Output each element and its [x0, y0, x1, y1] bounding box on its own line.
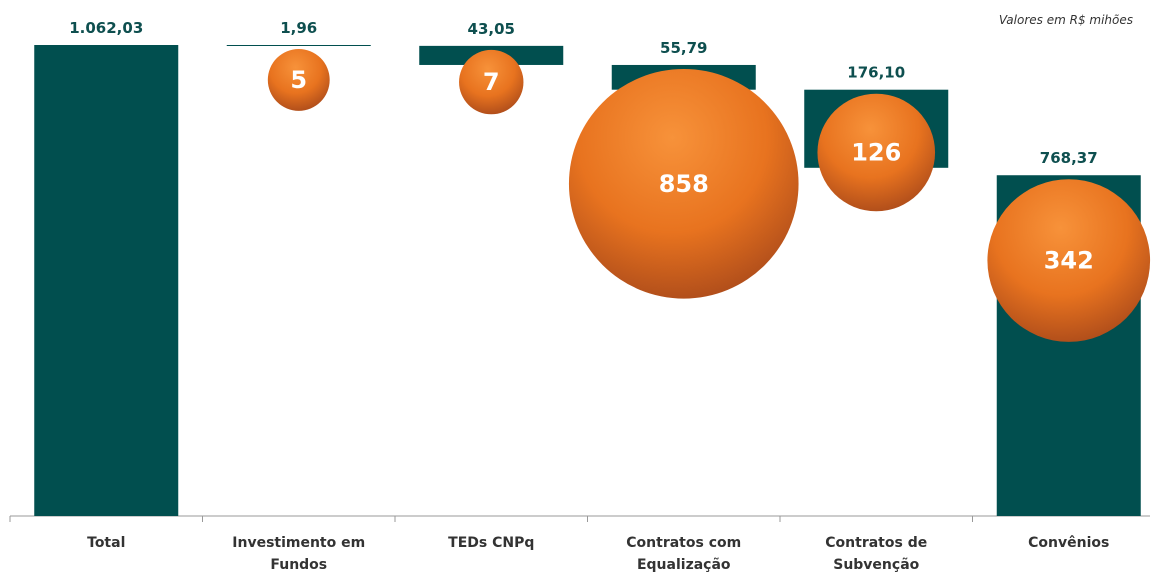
value-label: 768,37 — [1040, 149, 1098, 167]
note: Valores em R$ mihões — [999, 13, 1133, 27]
bar — [226, 45, 371, 46]
x-tick-label: TEDs CNPq — [448, 535, 535, 551]
x-tick-label: Total — [87, 535, 126, 551]
bubble-label: 858 — [659, 170, 709, 198]
x-tick-label: Contratos de Subvenção — [825, 535, 928, 573]
bubble-label: 126 — [851, 139, 901, 167]
bubble-label: 5 — [290, 66, 307, 94]
bubble — [987, 179, 1151, 342]
bubble-label: 342 — [1044, 247, 1094, 275]
bubble — [817, 93, 936, 212]
value-label: 1,96 — [280, 19, 317, 37]
bubble — [267, 49, 330, 111]
value-label: 43,05 — [468, 20, 515, 38]
bubble — [568, 68, 799, 299]
value-label: 55,79 — [660, 39, 707, 57]
bubble — [459, 49, 524, 115]
value-label: 176,10 — [847, 64, 905, 82]
x-tick-label: Investimento em Fundos — [232, 535, 366, 573]
x-tick-label: Convênios — [1028, 535, 1110, 551]
bubble-label: 7 — [483, 68, 500, 96]
x-tick-label: Contratos com Equalização — [626, 535, 742, 573]
bar — [34, 45, 179, 516]
value-label: 1.062,03 — [69, 19, 143, 37]
